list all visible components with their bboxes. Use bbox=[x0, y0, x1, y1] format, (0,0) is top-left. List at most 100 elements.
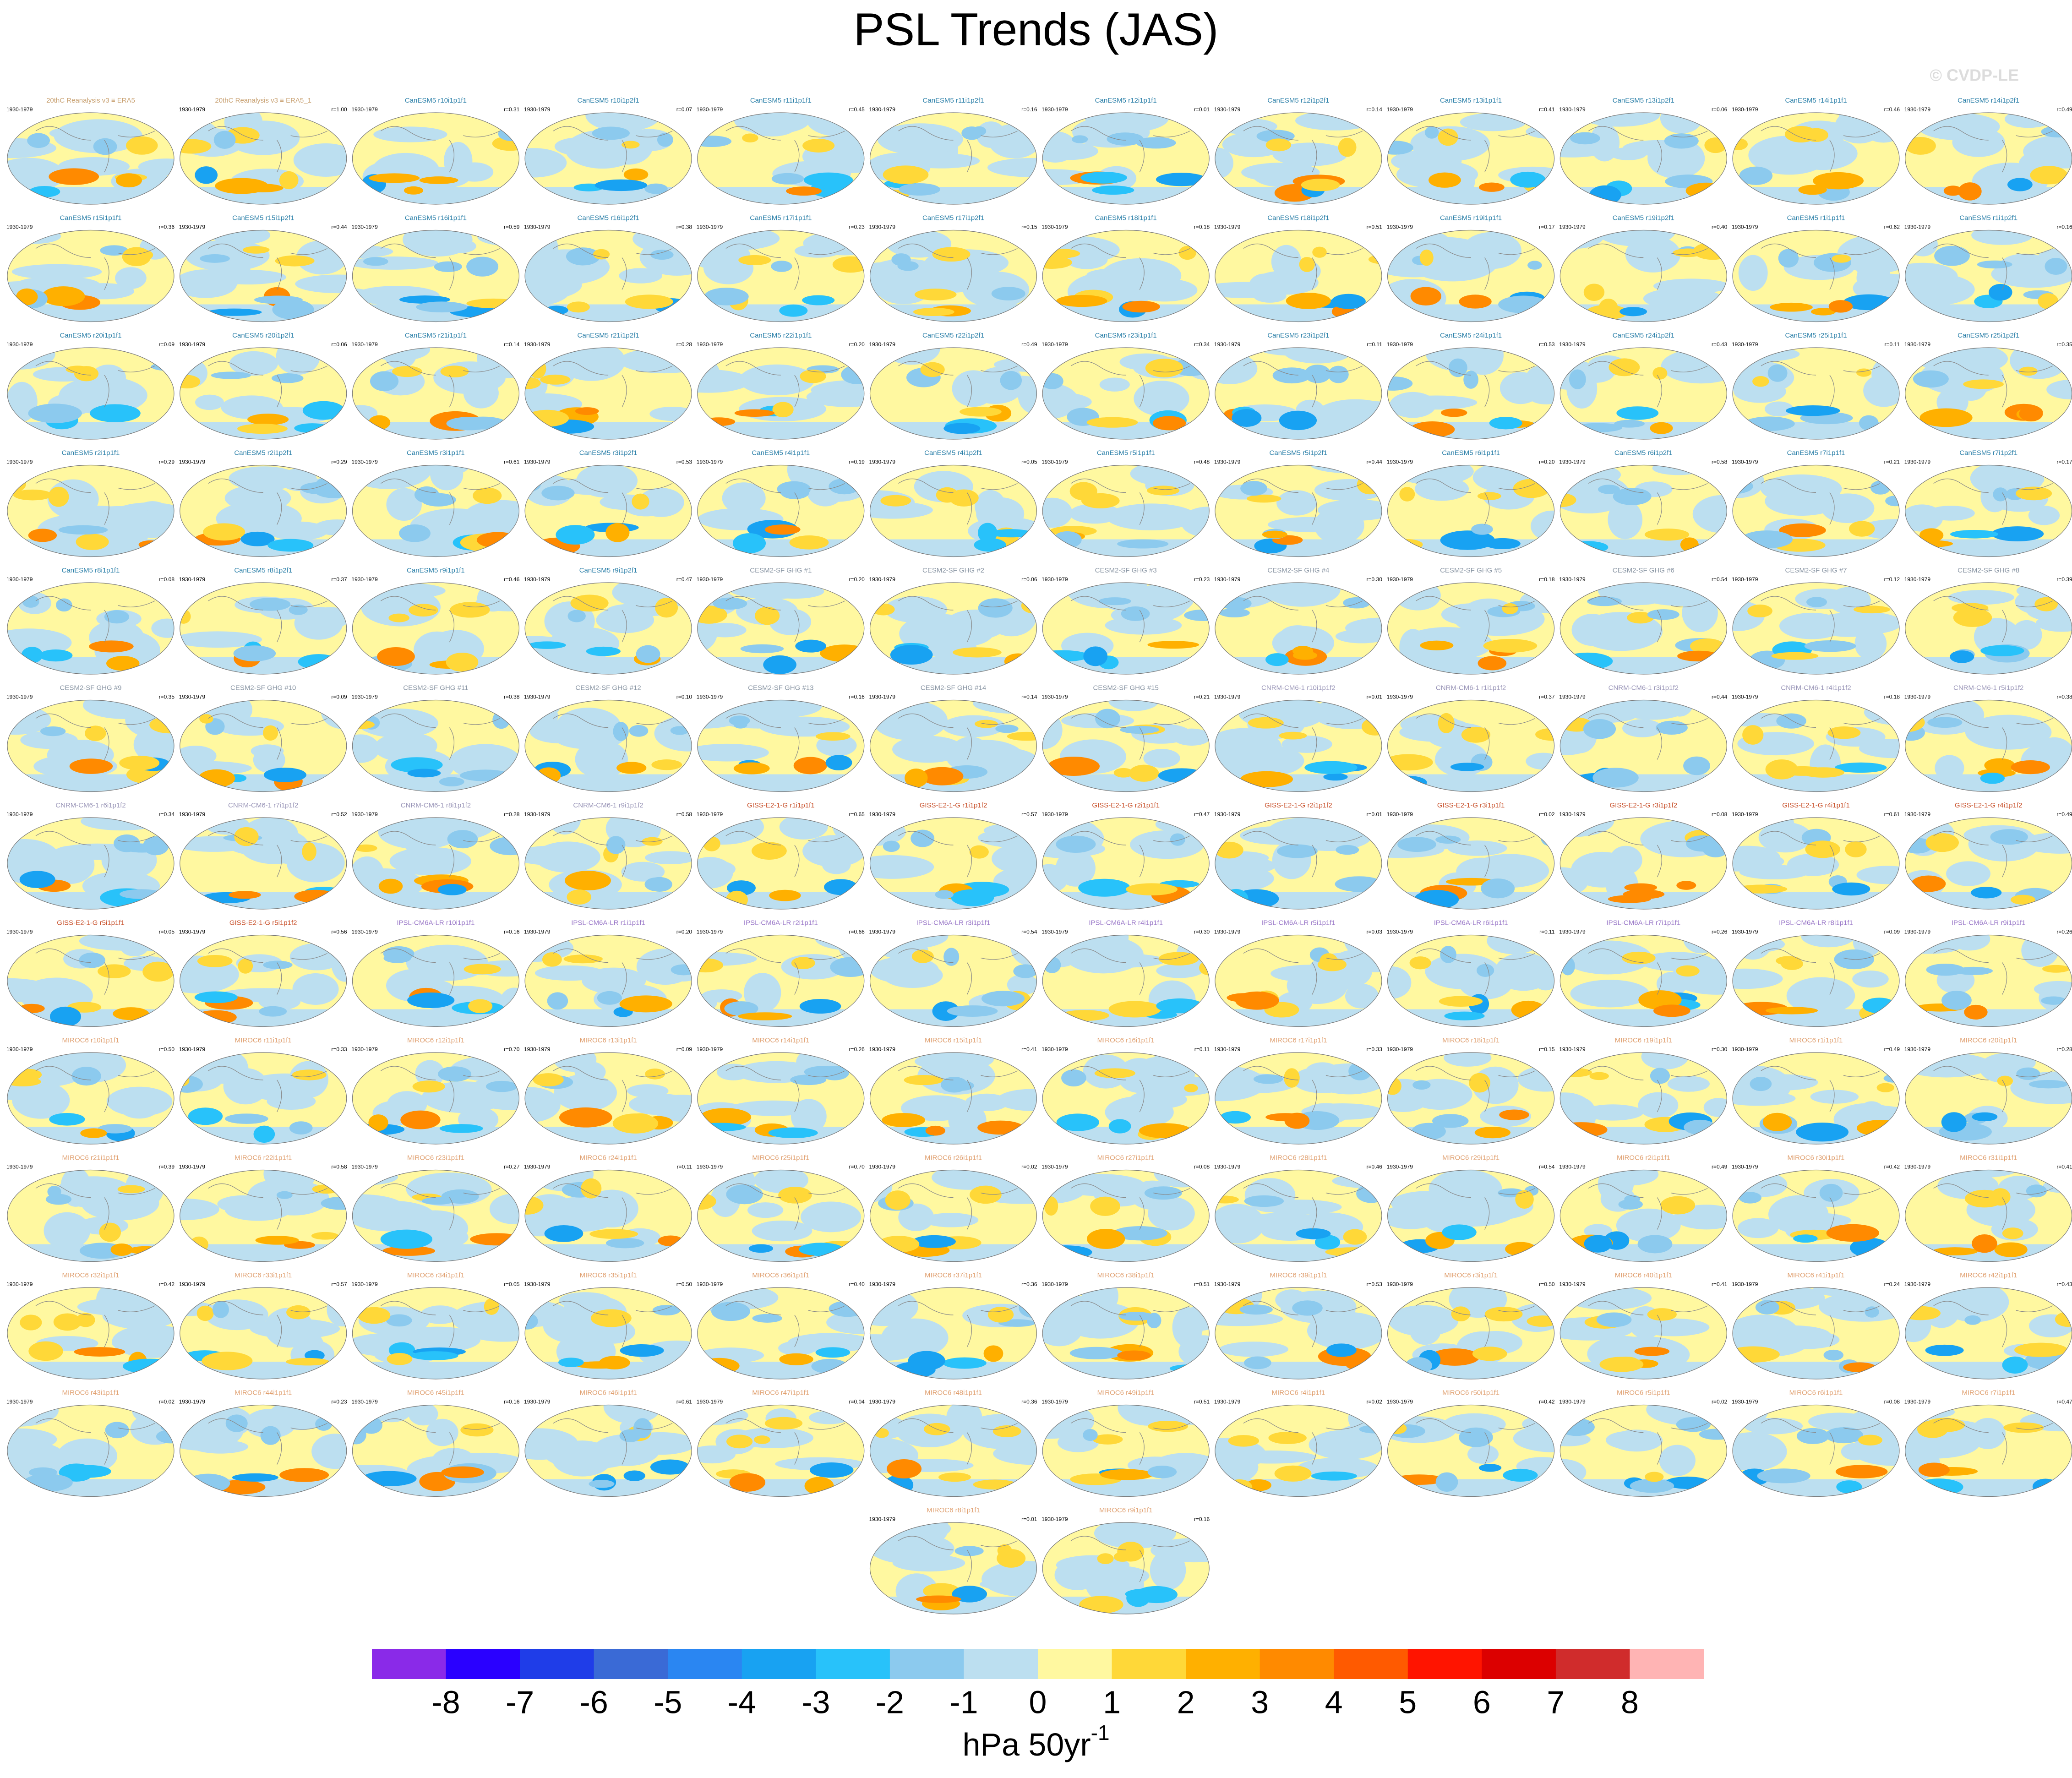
map-blob bbox=[2045, 257, 2067, 275]
map-field bbox=[1042, 935, 1210, 1027]
map-blob bbox=[399, 295, 451, 304]
map-blob bbox=[1323, 773, 1348, 781]
map-blob bbox=[120, 1097, 158, 1119]
map-coastline bbox=[208, 831, 327, 878]
panel-correlation: r=0.42 bbox=[1884, 1164, 1900, 1170]
map-field bbox=[180, 700, 347, 792]
map-blob bbox=[403, 186, 424, 195]
panel-correlation: r=0.09 bbox=[1884, 929, 1900, 935]
panel-correlation: r=0.45 bbox=[849, 106, 865, 113]
map-field bbox=[870, 230, 1037, 322]
map-coastline bbox=[553, 126, 673, 173]
map-blob bbox=[2042, 965, 2070, 973]
map-blob bbox=[1484, 538, 1521, 550]
map-blob bbox=[556, 525, 595, 545]
panel-period: 1930-1979 bbox=[1041, 1516, 1068, 1522]
map-blob bbox=[1399, 629, 1427, 666]
map-blob bbox=[1118, 1405, 1180, 1426]
map-blob bbox=[764, 524, 801, 535]
map-blob bbox=[1511, 1000, 1545, 1020]
map-blob bbox=[1634, 1347, 1670, 1356]
panel-period: 1930-1979 bbox=[1559, 694, 1586, 700]
map-field bbox=[1560, 113, 1727, 204]
map-blob bbox=[1863, 374, 1899, 407]
map-blob bbox=[2030, 166, 2068, 185]
map-blob bbox=[1312, 246, 1327, 258]
panel-title: CanESM5 r3i1p2f1 bbox=[579, 449, 638, 457]
panel-title: MIROC6 r34i1p1f1 bbox=[407, 1271, 464, 1279]
map-field bbox=[697, 230, 864, 322]
map-blob bbox=[151, 362, 174, 371]
map-blob bbox=[380, 1229, 433, 1249]
panel-period: 1930-1979 bbox=[1387, 1281, 1413, 1287]
map-southern-band bbox=[352, 1244, 519, 1262]
map-blob bbox=[1410, 287, 1441, 306]
map-blob bbox=[2032, 1478, 2059, 1494]
panel-correlation: r=0.31 bbox=[504, 106, 520, 113]
map-blob bbox=[1134, 381, 1189, 416]
map-blob bbox=[1989, 284, 2012, 301]
map-blob bbox=[1056, 295, 1107, 307]
map-blob bbox=[1477, 964, 1494, 977]
map-blob bbox=[389, 847, 472, 876]
panel-period: 1930-1979 bbox=[1387, 1164, 1413, 1170]
panel-correlation: r=0.17 bbox=[1539, 224, 1555, 230]
map-blob bbox=[1560, 1433, 1591, 1446]
panel-title: CanESM5 r13i1p2f1 bbox=[1613, 97, 1674, 104]
map-coastline bbox=[725, 1066, 845, 1113]
map-blob bbox=[981, 1560, 1037, 1597]
map-outline bbox=[1387, 112, 1555, 205]
map-coastline bbox=[1761, 596, 1881, 643]
map-blob bbox=[100, 245, 128, 256]
map-blob bbox=[619, 1429, 641, 1442]
map-coastline bbox=[898, 1066, 1018, 1113]
map-blob bbox=[210, 230, 271, 245]
panel-correlation: r=0.53 bbox=[1539, 341, 1555, 348]
map-blob bbox=[352, 1194, 404, 1219]
map-blob bbox=[1845, 841, 1867, 857]
panel-title: MIROC6 r13i1p1f1 bbox=[580, 1036, 637, 1044]
map-blob bbox=[279, 171, 299, 190]
map-blob bbox=[415, 1060, 445, 1087]
map-blob bbox=[804, 1477, 834, 1495]
panel-title: CanESM5 r19i1p2f1 bbox=[1613, 214, 1674, 222]
map-blob bbox=[207, 308, 262, 316]
map-blob bbox=[1761, 474, 1842, 503]
map-blob bbox=[738, 255, 771, 265]
map-coastline bbox=[1933, 361, 2053, 408]
map-coastline bbox=[1933, 1184, 2053, 1230]
map-coastline bbox=[553, 1184, 673, 1230]
map-blob bbox=[49, 1006, 82, 1027]
map-field bbox=[7, 465, 174, 557]
panel-correlation: r=0.02 bbox=[1539, 811, 1555, 818]
map-blob bbox=[408, 818, 496, 841]
colorbar-tick-label: 8 bbox=[1621, 1684, 1639, 1720]
map-outline bbox=[1215, 464, 1382, 557]
map-blob bbox=[110, 1243, 133, 1256]
panel-title: CanESM5 r12i1p1f1 bbox=[1095, 97, 1157, 104]
map-blob bbox=[1244, 1178, 1296, 1212]
map-blob bbox=[229, 891, 261, 899]
panel-period: 1930-1979 bbox=[1041, 694, 1068, 700]
map-blob bbox=[1472, 1347, 1507, 1361]
panel-period: 1930-1979 bbox=[1214, 459, 1241, 465]
panel-correlation: r=0.50 bbox=[159, 1046, 175, 1053]
map-blob bbox=[198, 769, 235, 788]
map-blob bbox=[1613, 488, 1652, 505]
map-blob bbox=[251, 744, 284, 758]
panel-period: 1930-1979 bbox=[1904, 1399, 1931, 1405]
map-blob bbox=[1120, 725, 1160, 734]
map-blob bbox=[352, 256, 439, 270]
panel-title: CanESM5 r12i1p2f1 bbox=[1267, 97, 1329, 104]
map-field bbox=[1042, 700, 1210, 792]
panel-period: 1930-1979 bbox=[869, 341, 896, 348]
map-outline bbox=[1215, 1052, 1382, 1145]
map-field bbox=[697, 465, 864, 557]
